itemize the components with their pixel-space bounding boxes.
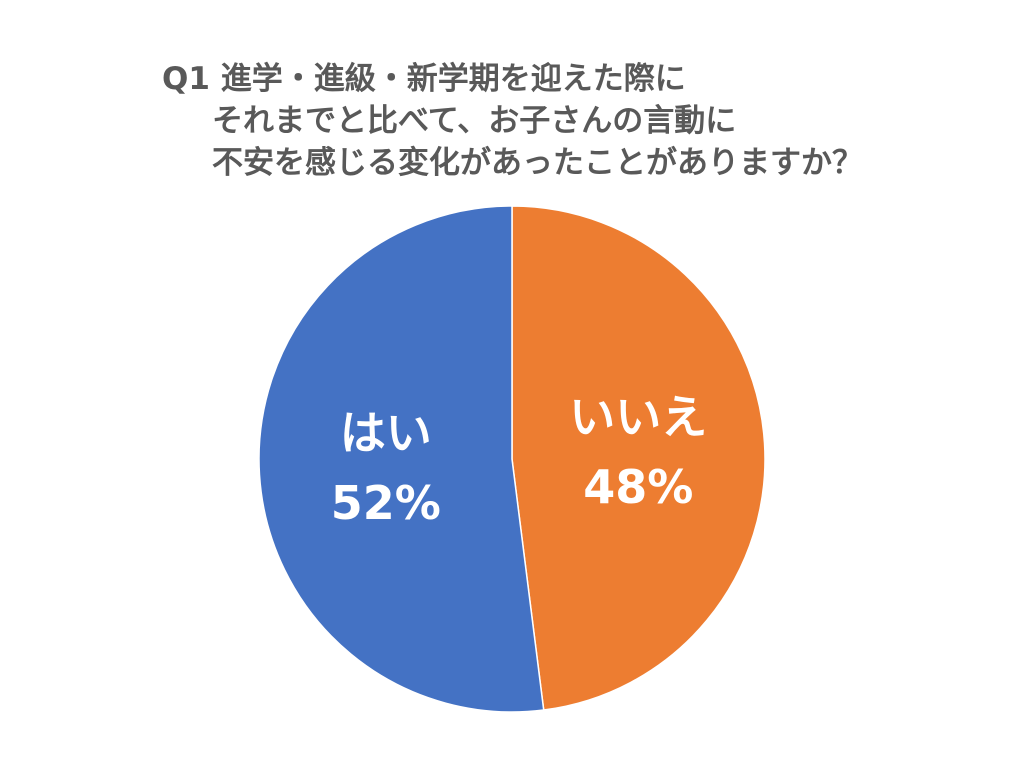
slice-category-label-1: はい [340, 406, 432, 460]
pie-slices [258, 205, 766, 713]
chart-title: Q1 進学・進級・新学期を迎えた際に それまでと比べて、お子さんの言動に 不安を… [162, 58, 863, 184]
slice-value-label-1: 52% [331, 476, 441, 530]
pie-slice-0 [511, 205, 766, 711]
slice-value-label-0: 48% [583, 460, 693, 514]
pie-slice-1 [258, 205, 545, 713]
pie-labels: いいえ 48% はい 52% [331, 390, 708, 530]
slice-category-label-0: いいえ [569, 390, 707, 444]
chart-title-line-2: それまでと比べて、お子さんの言動に [212, 103, 737, 139]
chart-title-line-3: 不安を感じる変化があったことがありますか？ [212, 145, 863, 181]
chart-title-line-1: Q1 進学・進級・新学期を迎えた際に [162, 61, 686, 97]
